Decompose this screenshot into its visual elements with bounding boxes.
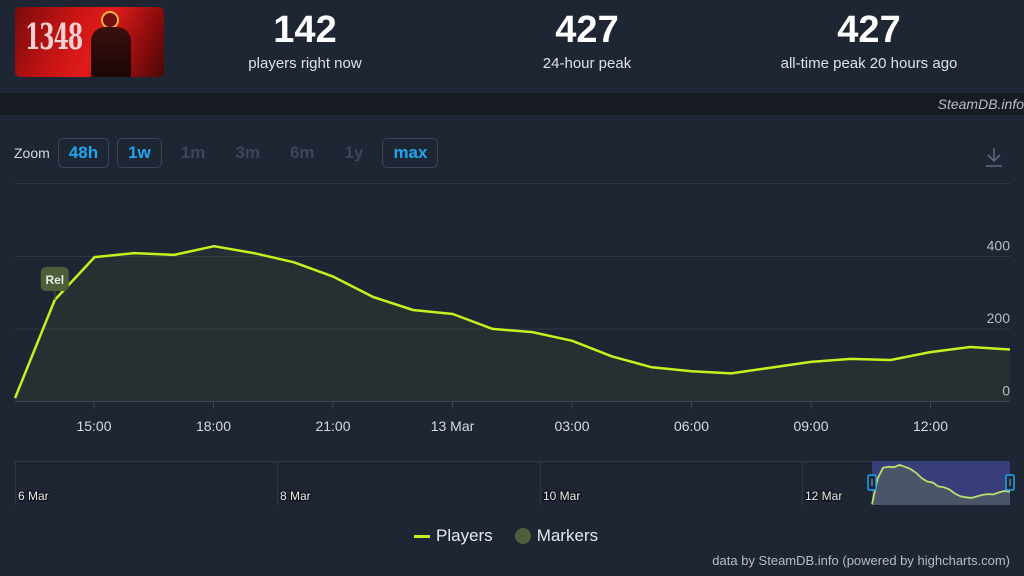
svg-text:8 Mar: 8 Mar [280, 489, 311, 503]
stat-value: 427 [555, 9, 619, 51]
zoom-48h-button[interactable]: 48h [57, 138, 110, 168]
zoom-1w-button[interactable]: 1w [117, 138, 162, 168]
navigator[interactable]: 6 Mar 8 Mar 10 Mar 12 Mar [15, 461, 1015, 505]
stat-all-time-peak: 427 all-time peak 20 hours ago [739, 8, 999, 72]
stat-label: all-time peak 20 hours ago [780, 55, 958, 72]
game-logo: 1348 [25, 17, 83, 59]
svg-text:200: 200 [987, 310, 1011, 326]
svg-text:09:00: 09:00 [793, 418, 828, 434]
release-marker[interactable]: Rel [40, 267, 69, 291]
svg-text:21:00: 21:00 [315, 418, 350, 434]
steamdb-credit[interactable]: SteamDB.info [937, 96, 1024, 112]
chart-credits[interactable]: data by SteamDB.info (powered by highcha… [712, 553, 1010, 568]
zoom-max-button[interactable]: max [382, 138, 439, 168]
zoom-label: Zoom [14, 145, 50, 161]
zoom-3m-button[interactable]: 3m [235, 143, 260, 162]
svg-text:400: 400 [987, 238, 1011, 254]
stat-24h-peak: 427 24-hour peak [457, 8, 717, 72]
svg-text:Rel: Rel [45, 273, 64, 287]
svg-text:18:00: 18:00 [196, 418, 231, 434]
svg-text:03:00: 03:00 [554, 418, 589, 434]
stat-current-players: 142 players right now [175, 8, 435, 72]
legend-players[interactable]: Players [436, 526, 493, 545]
chart-panel [0, 115, 1024, 576]
figure-art [91, 27, 131, 77]
credit-strip: SteamDB.info [0, 93, 1024, 115]
svg-text:6 Mar: 6 Mar [18, 489, 49, 503]
zoom-toolbar: Zoom 48h 1w 1m 3m 6m 1y max [14, 138, 446, 168]
markers-legend-symbol [514, 528, 531, 544]
download-icon[interactable] [984, 146, 1004, 168]
legend-markers[interactable]: Markers [536, 526, 599, 545]
svg-text:12:00: 12:00 [913, 418, 948, 434]
game-capsule-image[interactable]: 1348 [15, 7, 164, 77]
stat-value: 427 [837, 9, 901, 51]
zoom-1y-button[interactable]: 1y [344, 143, 364, 162]
svg-text:06:00: 06:00 [674, 418, 709, 434]
players-legend-symbol [414, 534, 430, 538]
svg-text:15:00: 15:00 [76, 418, 111, 434]
zoom-1m-button[interactable]: 1m [180, 143, 206, 162]
header: 1348 142 players right now 427 24-hour p… [0, 0, 1024, 93]
svg-text:12 Mar: 12 Mar [805, 489, 842, 503]
svg-text:13 Mar: 13 Mar [431, 418, 475, 434]
svg-text:0: 0 [1002, 383, 1010, 399]
svg-text:10 Mar: 10 Mar [543, 489, 580, 503]
stat-label: 24-hour peak [542, 55, 632, 72]
chart-legend: Players Markers [414, 526, 598, 546]
zoom-6m-button[interactable]: 6m [289, 143, 315, 162]
stat-label: players right now [248, 55, 362, 72]
stat-value: 142 [273, 9, 337, 51]
